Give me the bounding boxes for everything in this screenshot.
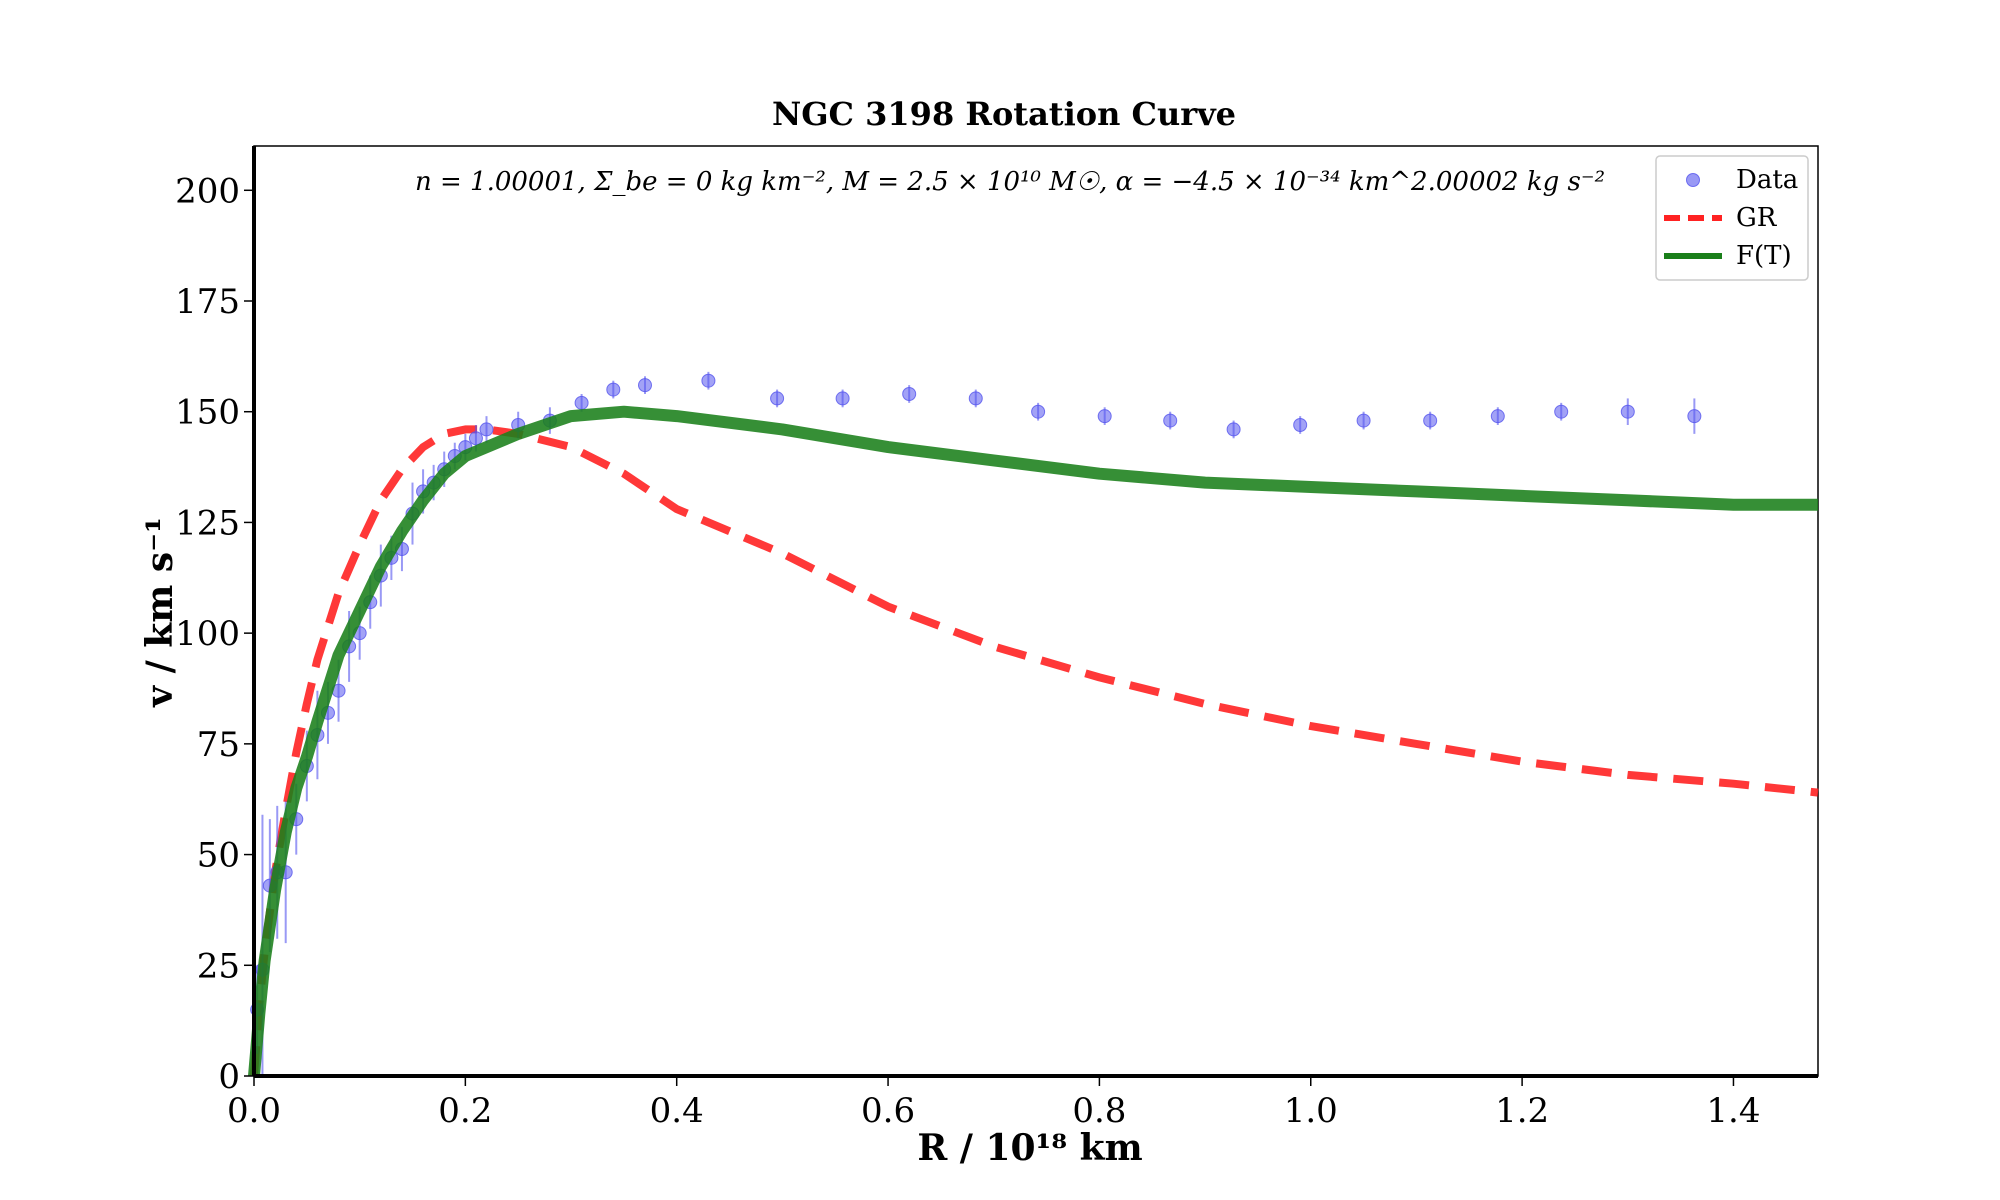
x-tick-label: 0.6 bbox=[861, 1091, 915, 1131]
y-tick-label: 25 bbox=[197, 946, 240, 986]
x-tick-label: 1.4 bbox=[1706, 1091, 1760, 1131]
data-point bbox=[1620, 404, 1635, 419]
annotation-text: n = 1.00001, Σ_be = 0 kg km⁻², M = 2.5 ×… bbox=[415, 167, 1605, 197]
data-point bbox=[835, 391, 850, 406]
y-tick-label: 175 bbox=[175, 282, 240, 322]
x-tick-label: 0.2 bbox=[438, 1091, 492, 1131]
x-tick-label: 0.8 bbox=[1072, 1091, 1126, 1131]
data-point bbox=[1226, 422, 1241, 437]
y-tick-label: 0 bbox=[218, 1057, 240, 1097]
data-point bbox=[1293, 418, 1308, 432]
data-point bbox=[902, 387, 917, 401]
plot-area bbox=[248, 145, 1819, 1078]
gr-series bbox=[250, 425, 1819, 1077]
x-tick-label: 0.0 bbox=[227, 1091, 281, 1131]
legend-gr-label: GR bbox=[1736, 203, 1778, 233]
plot-frame bbox=[253, 145, 1819, 1077]
data-point bbox=[468, 431, 483, 446]
data-point bbox=[968, 391, 983, 406]
y-tick-label: 200 bbox=[175, 171, 240, 211]
data-point bbox=[770, 391, 785, 406]
legend-ft-label: F(T) bbox=[1736, 241, 1792, 271]
x-tick-label: 1.2 bbox=[1495, 1091, 1549, 1131]
data-point bbox=[701, 373, 716, 388]
ft-series bbox=[248, 405, 1818, 1077]
data-point bbox=[1356, 413, 1371, 428]
chart-title: NGC 3198 Rotation Curve bbox=[772, 95, 1236, 133]
ft-curve bbox=[248, 405, 1818, 1077]
x-tick-label: 0.4 bbox=[650, 1091, 704, 1131]
gr-curve bbox=[250, 425, 1819, 1077]
legend-data-marker bbox=[1686, 173, 1700, 187]
data-point bbox=[479, 422, 494, 437]
data-point bbox=[1163, 413, 1178, 428]
legend: Data GR F(T) bbox=[1655, 155, 1809, 281]
y-axis-label: v / km s⁻¹ bbox=[139, 517, 181, 708]
y-tick-label: 125 bbox=[175, 503, 240, 543]
data-point bbox=[1031, 404, 1046, 419]
data-point bbox=[606, 382, 621, 397]
data-series bbox=[250, 371, 1702, 1076]
y-axis-ticks: 0 25 50 75 100 125 150 175 200 bbox=[175, 171, 254, 1097]
y-tick-label: 100 bbox=[175, 614, 240, 654]
x-tick-label: 1.0 bbox=[1284, 1091, 1338, 1131]
legend-box bbox=[1655, 155, 1809, 281]
data-point bbox=[574, 395, 589, 410]
legend-data-label: Data bbox=[1736, 165, 1798, 195]
data-point bbox=[1687, 409, 1702, 424]
data-point bbox=[1490, 409, 1505, 424]
y-tick-label: 75 bbox=[197, 725, 240, 765]
data-point bbox=[638, 378, 652, 393]
y-tick-label: 50 bbox=[197, 836, 240, 876]
x-axis-label: R / 10¹⁸ km bbox=[917, 1127, 1142, 1169]
data-point bbox=[1554, 404, 1569, 419]
y-tick-label: 150 bbox=[175, 393, 240, 433]
data-point bbox=[1423, 413, 1438, 428]
data-point bbox=[1097, 409, 1112, 424]
x-axis-ticks: 0.0 0.2 0.4 0.6 0.8 1.0 1.2 1.4 bbox=[227, 1076, 1760, 1131]
